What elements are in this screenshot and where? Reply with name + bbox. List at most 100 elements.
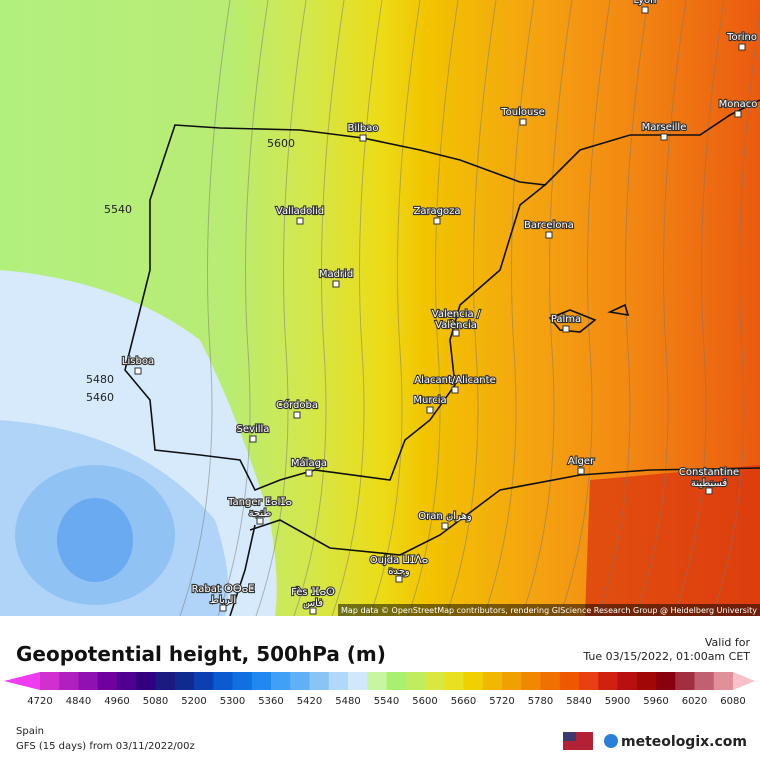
legend-tick-label: 5960 [643, 696, 668, 707]
city-marker [293, 411, 301, 419]
city-label: Oujda ⵡⵊⴷⴰ [370, 555, 429, 566]
city-label: Málaga [291, 457, 327, 469]
city-marker [309, 607, 317, 615]
city-label: Oran وهران [418, 511, 472, 522]
legend-cell [174, 672, 195, 690]
low-core [57, 498, 133, 582]
city-marker [426, 406, 434, 414]
city-marker [296, 217, 304, 225]
legend-cell [40, 672, 60, 690]
brand: meteologix.com [621, 734, 747, 750]
city-label: Monaco [719, 99, 758, 110]
region: Spain [16, 726, 44, 737]
legend-cell [579, 672, 599, 690]
city-label: Madrid [319, 269, 353, 280]
legend-tick-label: 5600 [412, 696, 437, 707]
contour-line [179, 0, 231, 617]
city-label: Córdoba [276, 399, 318, 411]
legend-cell [540, 672, 561, 690]
legend-high [733, 672, 755, 690]
city-label: Sevilla [237, 424, 270, 435]
contour-line [521, 0, 573, 617]
city-label: Marseille [642, 122, 687, 133]
city-marker [562, 325, 570, 333]
city-label: Murcia [413, 395, 446, 406]
city-label: Barcelona [524, 220, 574, 231]
contour-line [635, 0, 687, 617]
city-marker [433, 217, 441, 225]
attribution-bg [338, 604, 760, 616]
city-marker [305, 469, 313, 477]
legend-cell [675, 672, 695, 690]
city-marker [641, 6, 649, 14]
contour-line [217, 0, 269, 617]
contour-line [369, 0, 421, 617]
legend-tick-label: 5540 [374, 696, 399, 707]
valid-label: Valid for [705, 636, 751, 649]
legend-tick-label: 5900 [605, 696, 630, 707]
city-marker [660, 133, 668, 141]
legend-cell [482, 672, 503, 690]
contour-line [293, 0, 345, 617]
legend-cell [502, 672, 522, 690]
legend-tick-label: 5480 [335, 696, 360, 707]
city-label: Bilbao [347, 123, 378, 134]
legend-cell [598, 672, 618, 690]
legend-tick-label: 5200 [181, 696, 206, 707]
legend-cell [97, 672, 118, 690]
city-label: Valencia / [432, 309, 481, 320]
city-marker [395, 575, 403, 583]
legend-tick-label: 4720 [27, 696, 52, 707]
city-marker [249, 435, 257, 443]
flag [563, 732, 576, 741]
contour-label: 5460 [86, 391, 114, 404]
legend-tick-label: 5300 [220, 696, 245, 707]
city-label: Rabat ⵔⴱⴰⵟ [192, 584, 255, 595]
model: GFS (15 days) from 03/11/2022/00z [16, 741, 195, 752]
legend-cell [59, 672, 79, 690]
legend-cell [232, 672, 253, 690]
contours [179, 0, 760, 617]
legend-cell [694, 672, 715, 690]
city-label: طنجة [249, 508, 272, 519]
city-label: Valladolid [276, 206, 324, 217]
legend-cell [463, 672, 484, 690]
city-label: Lisboa [122, 356, 154, 367]
city-label: قسنطينة [691, 478, 728, 489]
city-label: Torino [726, 32, 757, 43]
contour-line [673, 0, 725, 617]
city-marker [545, 231, 553, 239]
contour-line [711, 10, 760, 617]
legend-cell [425, 672, 445, 690]
legend-tick-label: 5360 [258, 696, 283, 707]
contour-label: 5600 [267, 137, 295, 150]
city-label: Toulouse [500, 107, 544, 118]
city-label: Fès ⴼⴰⵙ [291, 586, 335, 598]
city-marker [441, 522, 449, 530]
legend-tick-label: 5420 [297, 696, 322, 707]
legend-tick-label: 5720 [489, 696, 514, 707]
city-marker [451, 386, 459, 394]
legend-cell [617, 672, 638, 690]
city-marker [705, 487, 713, 495]
legend-cell [117, 672, 137, 690]
contour-label: 5540 [104, 203, 132, 216]
city-label: الرباط [210, 595, 236, 606]
contour-line [483, 0, 535, 617]
legend-tick-label: 5660 [451, 696, 476, 707]
city-marker [256, 517, 264, 525]
legend-cell [348, 672, 368, 690]
legend-cell [309, 672, 330, 690]
city-label: Zaragoza [413, 206, 460, 217]
legend-cell [386, 672, 407, 690]
legend-cell [559, 672, 580, 690]
city-marker [519, 118, 527, 126]
legend-cell [251, 672, 272, 690]
logo [604, 734, 618, 748]
legend-tick-label: 5080 [143, 696, 168, 707]
legend-tick-label: 4960 [104, 696, 129, 707]
city-marker [738, 43, 746, 51]
contour-label: 5480 [86, 373, 114, 386]
